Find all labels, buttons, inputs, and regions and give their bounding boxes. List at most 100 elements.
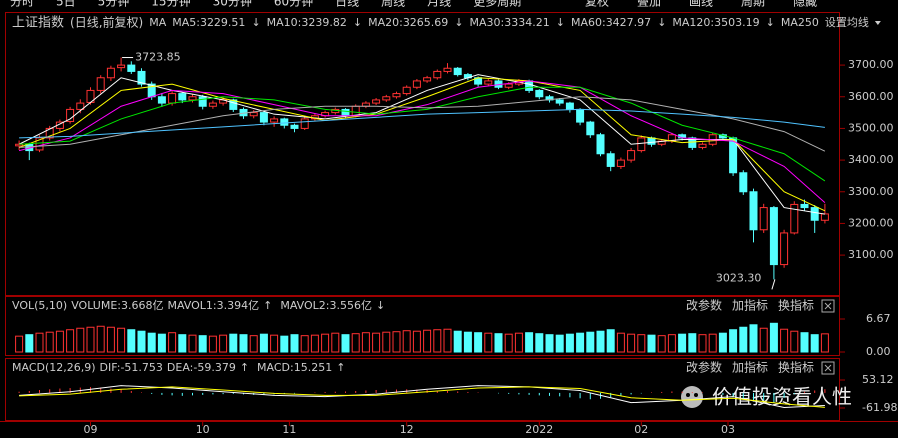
y-tick-label: 3200.00 bbox=[848, 216, 894, 229]
volume-bar bbox=[494, 333, 503, 353]
candle-body bbox=[820, 213, 829, 221]
y-tick-label: 3600.00 bbox=[848, 90, 894, 103]
volume-bar bbox=[321, 333, 330, 353]
macd-panel bbox=[5, 358, 840, 421]
candle-body bbox=[117, 64, 126, 69]
candle-body bbox=[127, 64, 136, 72]
macd-line bbox=[19, 386, 825, 408]
panel-button[interactable]: 换指标 bbox=[778, 298, 814, 313]
panel-button[interactable]: 加指标 bbox=[732, 360, 768, 375]
panel-header: MAVOL1:3.394亿 bbox=[167, 299, 259, 312]
volume-bar bbox=[382, 331, 391, 353]
tool-tab[interactable]: 周期 bbox=[741, 0, 765, 9]
ma-line bbox=[18, 80, 826, 203]
volume-bar bbox=[780, 328, 789, 353]
tool-tab[interactable]: 画线 bbox=[689, 0, 713, 9]
chart-subtitle: (日线,前复权) bbox=[70, 15, 143, 30]
extreme-pointer bbox=[771, 279, 776, 290]
panel-button[interactable]: 加指标 bbox=[732, 298, 768, 313]
candle-body bbox=[198, 96, 207, 107]
legend-arrow: ↓ bbox=[251, 16, 260, 29]
volume-bar bbox=[372, 332, 381, 353]
volume-bar bbox=[106, 326, 115, 353]
legend-arrow: ↓ bbox=[657, 16, 666, 29]
y-tick-label: 3400.00 bbox=[848, 153, 894, 166]
period-tab[interactable]: 日线 bbox=[335, 0, 359, 9]
panel-button[interactable]: 换指标 bbox=[778, 360, 814, 375]
volume-bar bbox=[15, 335, 24, 353]
ma-line bbox=[19, 108, 825, 139]
volume-bar bbox=[157, 333, 166, 353]
panel-header: MACD:15.251 bbox=[257, 361, 332, 374]
panel-button[interactable]: 改参数 bbox=[686, 298, 722, 313]
volume-bar bbox=[137, 330, 146, 353]
period-tab[interactable]: 60分钟 bbox=[274, 0, 313, 9]
legend-entry: MA20:3265.69 bbox=[368, 16, 448, 29]
candle-body bbox=[616, 159, 625, 167]
volume-bar bbox=[565, 333, 574, 353]
candle-body bbox=[382, 96, 391, 101]
period-tab[interactable]: 周线 bbox=[381, 0, 405, 9]
volume-bar bbox=[810, 334, 819, 353]
candle-body bbox=[66, 108, 75, 122]
extreme-label: 3023.30 bbox=[716, 271, 762, 284]
candle-body bbox=[270, 118, 279, 123]
panel-header: DIF:-51.753 bbox=[100, 361, 163, 374]
candle-body bbox=[45, 127, 54, 139]
volume-bar bbox=[239, 334, 248, 353]
volume-bar bbox=[35, 332, 44, 353]
volume-bar bbox=[208, 335, 217, 353]
legend-arrow: ↓ bbox=[353, 16, 362, 29]
period-tab[interactable]: 更多周期 bbox=[473, 0, 521, 9]
candle-body bbox=[586, 121, 595, 136]
close-button[interactable] bbox=[821, 361, 835, 375]
volume-bar bbox=[616, 332, 625, 353]
volume-bar bbox=[606, 329, 615, 353]
volume-bar bbox=[361, 332, 370, 353]
volume-bar bbox=[45, 331, 54, 353]
x-tick-label: 09 bbox=[84, 423, 98, 436]
volume-bar bbox=[219, 334, 228, 353]
y-tick-label: 0.00 bbox=[866, 345, 891, 358]
x-tick-label: 12 bbox=[400, 423, 414, 436]
volume-bar bbox=[310, 334, 319, 353]
period-tab[interactable]: 月线 bbox=[427, 0, 451, 9]
volume-bar bbox=[25, 334, 34, 353]
candle-body bbox=[504, 83, 513, 88]
tool-tab[interactable]: 隐藏 bbox=[793, 0, 817, 9]
tool-tab[interactable]: 叠加 bbox=[637, 0, 661, 9]
candle-body bbox=[137, 70, 146, 85]
y-tick-label: -61.98 bbox=[862, 401, 897, 414]
candle-body bbox=[790, 203, 799, 234]
volume-bar bbox=[698, 334, 707, 353]
volume-bar bbox=[392, 331, 401, 353]
close-button[interactable] bbox=[821, 299, 835, 313]
volume-bar bbox=[463, 331, 472, 353]
candle-body bbox=[35, 137, 44, 151]
panel-arrow: ↑ bbox=[240, 361, 249, 374]
volume-bar bbox=[351, 333, 360, 353]
dropdown-icon[interactable] bbox=[874, 21, 881, 25]
close-icon[interactable] bbox=[824, 302, 832, 310]
period-tab[interactable]: 5日 bbox=[56, 0, 76, 9]
volume-bar bbox=[423, 329, 432, 353]
main-panel bbox=[5, 12, 840, 296]
period-tab[interactable]: 5分钟 bbox=[98, 0, 130, 9]
candle-body bbox=[76, 102, 85, 110]
volume-bar bbox=[790, 330, 799, 353]
period-tab[interactable]: 分时 bbox=[10, 0, 34, 9]
volume-bar bbox=[504, 333, 513, 353]
panel-header: VOLUME:3.668亿 bbox=[71, 299, 163, 312]
panel-button[interactable]: 改参数 bbox=[686, 360, 722, 375]
candle-body bbox=[576, 108, 585, 123]
chart-title: 上证指数 bbox=[12, 16, 64, 31]
volume-bar bbox=[586, 331, 595, 353]
candle-body bbox=[453, 67, 462, 76]
y-tick-label: 3100.00 bbox=[848, 248, 894, 261]
candle-body bbox=[229, 99, 238, 110]
period-tab[interactable]: 15分钟 bbox=[151, 0, 190, 9]
period-tab[interactable]: 30分钟 bbox=[213, 0, 252, 9]
tool-tab[interactable]: 复权 bbox=[585, 0, 609, 9]
candle-body bbox=[525, 80, 534, 91]
close-icon[interactable] bbox=[824, 364, 832, 372]
